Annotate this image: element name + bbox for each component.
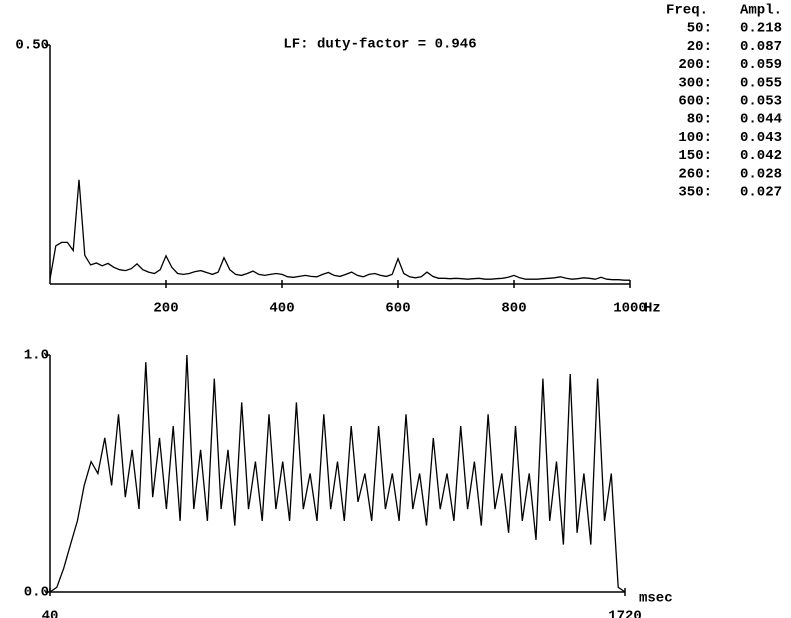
frequency: 20: xyxy=(687,39,712,55)
x-tick-label: 1000 xyxy=(613,301,647,317)
amplitude: 0.218 xyxy=(740,21,782,37)
x-axis-unit: Hz xyxy=(644,301,661,317)
frequency: 260: xyxy=(678,166,712,182)
y-tick-label: 0.50 xyxy=(15,38,49,54)
frequency: 200: xyxy=(678,57,712,73)
amplitude: 0.055 xyxy=(740,75,782,91)
x-tick-label: 800 xyxy=(501,301,526,317)
frequency: 50: xyxy=(687,21,712,37)
x-tick-label: 40 xyxy=(42,609,59,618)
x-tick-label: 400 xyxy=(269,301,294,317)
frequency: 80: xyxy=(687,112,712,128)
amplitude: 0.042 xyxy=(740,148,782,164)
amplitude: 0.087 xyxy=(740,39,782,55)
frequency: 350: xyxy=(678,185,712,201)
chart-title: LF: duty-factor = 0.946 xyxy=(283,37,476,53)
amplitude: 0.044 xyxy=(740,112,782,128)
amplitude: 0.027 xyxy=(740,185,782,201)
x-tick-label: 1720 xyxy=(608,609,642,618)
y-tick-label: 0.0 xyxy=(24,585,49,601)
amplitude: 0.059 xyxy=(740,57,782,73)
frequency: 300: xyxy=(678,75,712,91)
x-axis-unit: msec xyxy=(639,591,673,607)
table-header: Freq. xyxy=(666,3,708,19)
x-tick-label: 600 xyxy=(385,301,410,317)
amplitude: 0.028 xyxy=(740,166,782,182)
table-header: Ampl. xyxy=(740,3,782,19)
frequency: 600: xyxy=(678,94,712,110)
x-tick-label: 200 xyxy=(153,301,178,317)
amplitude: 0.053 xyxy=(740,94,782,110)
amplitude: 0.043 xyxy=(740,130,782,146)
signal-line xyxy=(49,179,630,281)
frequency: 100: xyxy=(678,130,712,146)
frequency: 150: xyxy=(678,148,712,164)
signal-line xyxy=(49,354,626,593)
y-tick-label: 1.0 xyxy=(24,348,49,364)
